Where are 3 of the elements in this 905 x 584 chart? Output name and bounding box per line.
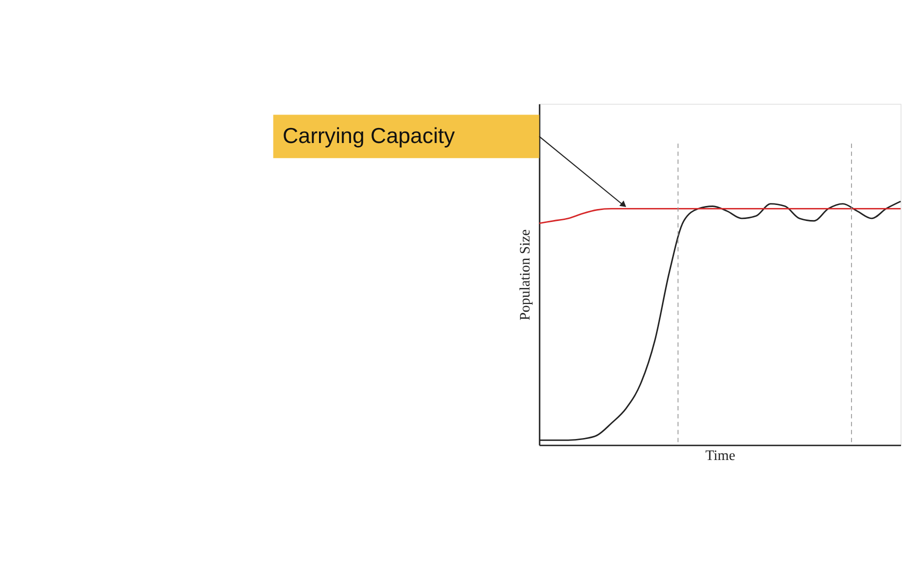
y-axis-title: Population Size bbox=[517, 229, 534, 320]
text: Carrying Capacity bbox=[282, 122, 456, 148]
x-axis-title: Time bbox=[705, 448, 736, 464]
